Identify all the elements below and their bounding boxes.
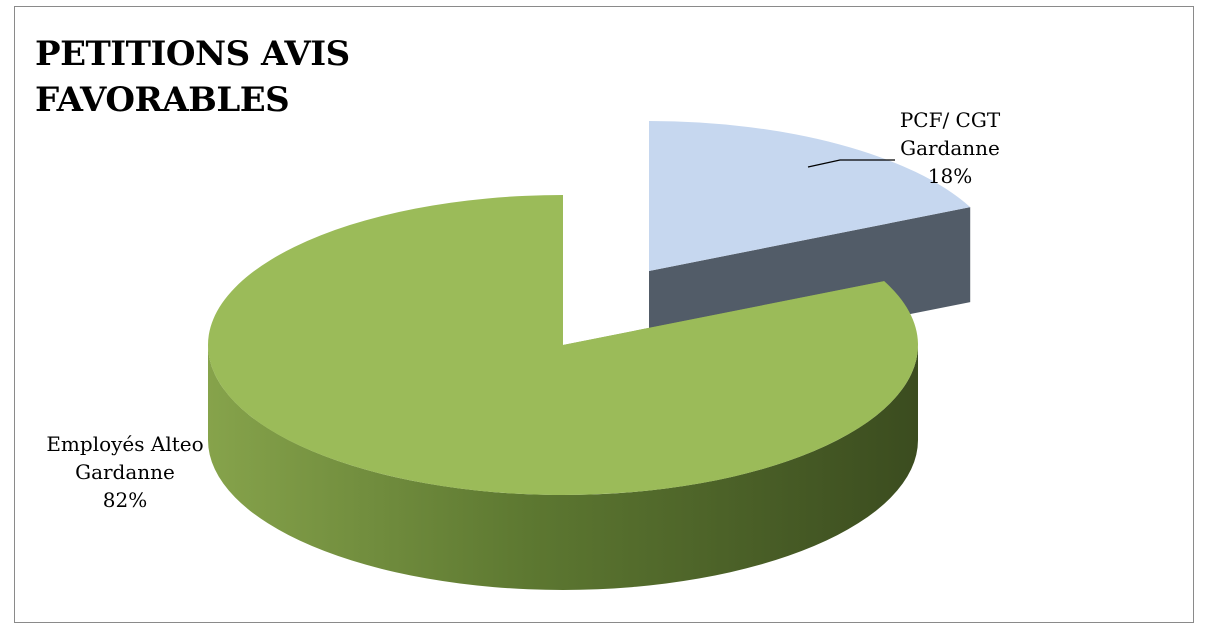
slice-percent-label: 18%: [928, 164, 972, 188]
pie-chart: PCF/ CGT Gardanne 18% Employés Alteo Gardann…: [46, 108, 1001, 590]
slice-label-1: Employés Alteo Gardanne 82%: [46, 432, 203, 512]
pie-slice-0-top: [649, 121, 971, 271]
slice-label-line: Gardanne: [75, 460, 175, 484]
slice-percent-label: 82%: [103, 488, 147, 512]
pie-slice-1: [207, 195, 918, 590]
pie-slice-1-top: [207, 195, 918, 495]
leader-line-0: [807, 159, 895, 168]
slice-label-line: Employés Alteo: [46, 432, 203, 456]
chart-frame: PETITIONS AVIS FAVORABLES PCF/ CGT Gardan…: [14, 6, 1194, 623]
chart-title: PETITIONS AVIS FAVORABLES: [35, 34, 350, 120]
slice-label-line: PCF/ CGT: [900, 108, 1001, 132]
slice-label-0: PCF/ CGT Gardanne 18%: [900, 108, 1001, 188]
pie-slice-1-rim: [208, 345, 918, 590]
slice-label-line: Gardanne: [900, 136, 1000, 160]
